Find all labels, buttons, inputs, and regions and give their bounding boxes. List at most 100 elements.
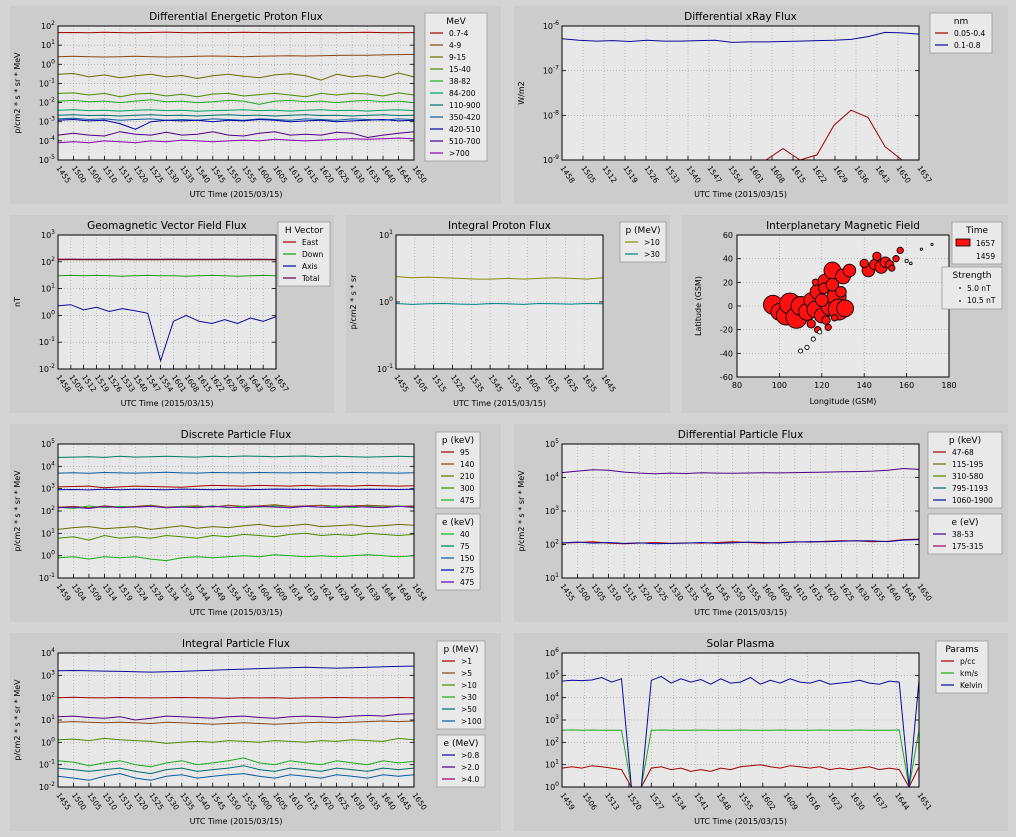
x-axis-label: UTC Time (2015/03/15): [694, 817, 787, 826]
legend-label: 0.7-4: [449, 29, 469, 38]
series-line-2: [57, 304, 277, 363]
y-tick-label: 10-4: [39, 135, 55, 146]
legend-label: 140: [460, 460, 475, 469]
x-tick-label: 1600: [760, 582, 778, 603]
chart-title: Solar Plasma: [707, 638, 775, 650]
x-tick-label: 1505: [85, 791, 103, 812]
y-tick-label: -60: [720, 373, 733, 382]
x-tick-label: 1540: [194, 791, 212, 812]
y-tick-label: 10-6: [543, 20, 559, 31]
scatter-point: [888, 264, 896, 272]
legend-label: 1459: [976, 252, 995, 261]
legend-label: >100: [461, 717, 482, 726]
y-tick-label: 101: [41, 527, 55, 538]
y-tick-label: 103: [41, 229, 55, 240]
scatter-point: [836, 299, 854, 318]
x-tick-label: 1455: [54, 791, 72, 812]
x-tick-label: 1645: [599, 373, 617, 394]
legend-label: >10: [461, 681, 477, 690]
scatter-point: [824, 323, 832, 331]
legend-box: [424, 12, 488, 162]
scatter-point: [810, 336, 816, 342]
legend-label: 175-315: [952, 542, 984, 551]
legend-label: 475: [460, 578, 475, 587]
x-tick-label: 1629: [831, 164, 849, 185]
x-tick-label: 120: [814, 381, 829, 390]
x-tick-label: 1555: [505, 373, 523, 394]
x-tick-label: 1645: [395, 791, 413, 812]
x-tick-label: 1635: [364, 164, 382, 185]
y-tick-label: 101: [545, 759, 559, 770]
chart-group: Discrete Particle Flux 10-1 100 101 102 103 10…: [13, 429, 481, 617]
scatter-point: [892, 255, 900, 263]
y-tick-label: 10-1: [39, 759, 55, 770]
plot-frame: [57, 652, 415, 788]
x-tick-label: 1520: [132, 164, 150, 185]
chart-group: Differential Energetic Proton Flux 10-5 10…: [13, 11, 488, 199]
x-tick-label: 1609: [271, 582, 289, 603]
legend-label: 38-82: [449, 77, 471, 86]
series-line-1: [57, 274, 277, 277]
series-line-0: [57, 696, 415, 699]
series-line-5: [57, 773, 415, 781]
series-line-3: [57, 92, 415, 98]
y-tick-label: 102: [41, 505, 55, 516]
series-line-1: [57, 53, 415, 58]
y-tick-label: 100: [41, 309, 55, 320]
y-tick-label: 100: [41, 58, 55, 69]
y-tick-label: 101: [379, 229, 393, 240]
y-tick-label: 0: [728, 302, 733, 311]
x-tick-label: 1500: [574, 582, 592, 603]
y-tick-label: 105: [41, 438, 55, 449]
scatter-point: [930, 242, 934, 247]
x-tick-label: 1529: [147, 582, 165, 603]
x-tick-label: 1455: [54, 164, 72, 185]
legend-box: [436, 734, 486, 788]
chart-title: Differential Energetic Proton Flux: [149, 11, 323, 23]
x-tick-label: 1636: [852, 164, 870, 185]
y-tick-label: 103: [545, 505, 559, 516]
scatter-point: [904, 258, 909, 264]
chart-discrete-particle-flux: Discrete Particle Flux 10-1 100 101 102 103 10…: [13, 429, 481, 617]
series-line-7: [57, 713, 415, 721]
x-tick-label: 1600: [256, 164, 274, 185]
x-tick-label: 1530: [667, 582, 685, 603]
y-tick-label: 101: [41, 39, 55, 50]
scatter-point: [859, 258, 869, 269]
panel-diff-xray-flux: Differential xRay Flux 10-9 10-8 10-7 10-6 14…: [514, 6, 1008, 204]
y-tick-label: 10-1: [377, 363, 393, 374]
x-axis-label: UTC Time (2015/03/15): [190, 817, 283, 826]
plot-frame: [561, 652, 920, 788]
legend-label: 795-1193: [952, 484, 988, 493]
x-tick-label: 1615: [543, 373, 561, 394]
x-tick-label: 1510: [101, 791, 119, 812]
x-tick-label: 1605: [776, 582, 794, 603]
legend-label: 1657: [976, 239, 995, 248]
y-tick-label: 10-3: [39, 116, 55, 127]
x-tick-label: 1535: [468, 373, 486, 394]
y-tick-label: 10-1: [39, 77, 55, 88]
x-tick-label: 1515: [116, 164, 134, 185]
series-line-3: [57, 757, 415, 768]
series-line-0: [57, 31, 415, 34]
x-tick-label: 1637: [871, 791, 889, 812]
legend-label: >30: [644, 250, 660, 259]
x-tick-label: 1610: [791, 582, 809, 603]
plot-area: [562, 26, 919, 160]
legend-title: H Vector: [285, 226, 324, 236]
legend-label: 95: [460, 448, 470, 457]
x-tick-label: 1616: [804, 791, 822, 812]
chart-group: Interplanetary Magnetic Field -60 -40 -20 0 2…: [694, 220, 1003, 406]
x-tick-label: 1620: [317, 164, 335, 185]
y-tick-label: 102: [41, 692, 55, 703]
chart-group: Integral Particle Flux 10-2 10-1 100 101 102 1…: [13, 638, 486, 826]
panel-discrete-particle-flux: Discrete Particle Flux 10-1 100 101 102 103 10…: [10, 424, 501, 622]
y-tick-label: 101: [545, 572, 559, 583]
chart-group: Differential xRay Flux 10-9 10-8 10-7 10-6 14…: [517, 11, 993, 199]
x-tick-label: 1515: [430, 373, 448, 394]
panel-interplanetary-field: Interplanetary Magnetic Field -60 -40 -20 0 2…: [682, 215, 1008, 413]
x-tick-label: 1500: [70, 164, 88, 185]
legend-label: >30: [461, 693, 477, 702]
x-tick-label: 1534: [163, 582, 181, 603]
legend-label: Axis: [302, 262, 318, 271]
